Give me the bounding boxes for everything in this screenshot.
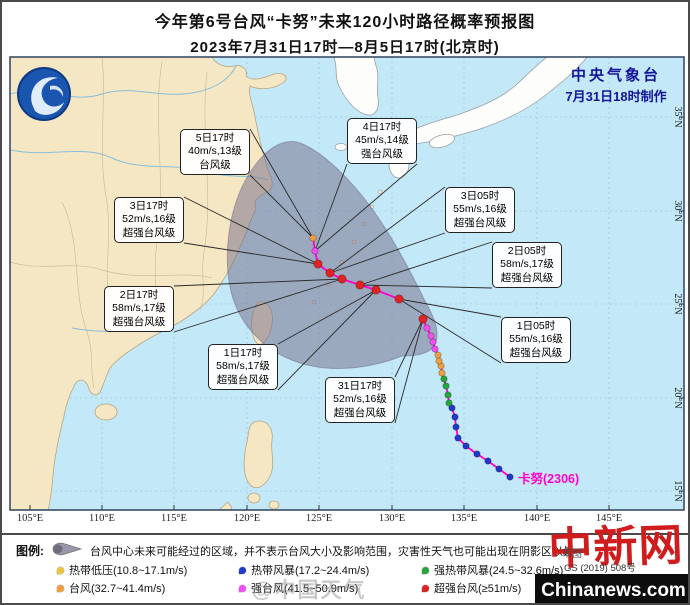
page-title: 今年第6号台风“卡努”未来120小时路径概率预报图 bbox=[154, 14, 536, 31]
svg-text:25°N: 25°N bbox=[672, 293, 683, 314]
forecast-label: 31日17时 52m/s,16级 超强台风级 bbox=[325, 377, 395, 423]
forecast-label: 1日05时 55m/s,16级 超强台风级 bbox=[501, 317, 571, 363]
agency-credit: 中央气象台 7月31日18时制作 bbox=[547, 64, 685, 105]
land-jeju bbox=[334, 143, 348, 151]
lon-tick-label: 140°E bbox=[523, 513, 551, 524]
legend-dot-icon bbox=[239, 566, 246, 574]
legend-item: 强台风(41.5~50.9m/s) bbox=[239, 580, 358, 596]
map-border bbox=[9, 56, 685, 511]
forecast-label: 2日17时 58m/s,17级 超强台风级 bbox=[104, 286, 174, 332]
svg-text:15°N: 15°N bbox=[672, 480, 683, 501]
lon-tick-label: 145°E bbox=[595, 513, 623, 524]
legend-item: 热带风暴(17.2~24.4m/s) bbox=[239, 562, 369, 578]
agency-time: 7月31日18时制作 bbox=[565, 89, 667, 104]
cma-logo-icon bbox=[17, 67, 71, 121]
cone-legend-text: 台风中心未来可能经过的区域，并不表示台风大小及影响范围，灾害性天气也可能出现在阴… bbox=[90, 545, 574, 558]
title-block: 今年第6号台风“卡努”未来120小时路径概率预报图 2023年7月31日17时—… bbox=[2, 4, 688, 57]
legend-dot-icon bbox=[422, 566, 429, 574]
survey-text-1: 审图 bbox=[562, 549, 582, 560]
observed-track bbox=[418, 314, 514, 481]
lon-tick-label: 110°E bbox=[89, 513, 115, 524]
forecast-label: 3日17时 52m/s,16级 超强台风级 bbox=[114, 197, 184, 243]
weather-watermark: @中国天气 bbox=[252, 579, 367, 602]
svg-text:30°N: 30°N bbox=[672, 200, 683, 221]
chinanews-bar: Chinanews.com bbox=[535, 574, 688, 603]
land-hainan bbox=[94, 403, 118, 421]
forecast-label: 2日05时 58m/s,17级 超强台风级 bbox=[492, 242, 562, 288]
land-philippines bbox=[218, 420, 280, 510]
forecast-label: 1日17时 58m/s,17级 超强台风级 bbox=[208, 344, 278, 390]
svg-text:35°N: 35°N bbox=[672, 106, 683, 127]
lon-tick-label: 120°E bbox=[233, 513, 261, 524]
cone-legend-icon bbox=[50, 541, 84, 560]
forecast-label: 5日17时 40m/s,13级 台风级 bbox=[180, 129, 250, 175]
typhoon-name-label: 卡努(2306) bbox=[518, 472, 580, 486]
page-subtitle: 2023年7月31日17时—8月5日17时(北京时) bbox=[190, 39, 500, 56]
legend-item: 强热带风暴(24.5~32.6m/s) bbox=[422, 562, 563, 578]
lat-labels: 35°N 30°N 25°N 20°N 15°N bbox=[672, 106, 683, 501]
lon-tick-marks bbox=[29, 505, 610, 510]
svg-text:20°N: 20°N bbox=[672, 387, 683, 408]
leader-lines bbox=[173, 128, 502, 424]
legend-dot-icon bbox=[422, 584, 429, 592]
lat-tick-marks bbox=[679, 116, 684, 492]
legend-dot-icon bbox=[57, 566, 64, 574]
legend-item: 超强台风(≥51m/s) bbox=[422, 580, 521, 596]
forecast-cone bbox=[226, 141, 438, 370]
lon-tick-label: 105°E bbox=[16, 513, 44, 524]
legend-title: 图例: bbox=[16, 544, 44, 558]
lon-tick-label: 115°E bbox=[161, 513, 187, 524]
legend-separator bbox=[2, 533, 688, 535]
agency-name: 中央气象台 bbox=[570, 67, 661, 84]
legend-item: 台风(32.7~41.4m/s) bbox=[57, 580, 165, 596]
legend-dot-icon bbox=[57, 584, 64, 592]
lon-tick-label: 125°E bbox=[305, 513, 333, 524]
lon-tick-label: 130°E bbox=[378, 513, 406, 524]
land-korea bbox=[333, 57, 379, 116]
survey-text-2: GS (2019) 508号 bbox=[564, 563, 636, 574]
forecast-label: 4日17时 45m/s,14级 强台风级 bbox=[347, 118, 417, 164]
lon-tick-label: 135°E bbox=[450, 513, 478, 524]
forecast-track bbox=[309, 234, 404, 304]
legend-item: 热带低压(10.8~17.1m/s) bbox=[57, 562, 187, 578]
legend-dot-icon bbox=[239, 584, 246, 592]
forecast-label: 3日05时 55m/s,16级 超强台风级 bbox=[445, 187, 515, 233]
